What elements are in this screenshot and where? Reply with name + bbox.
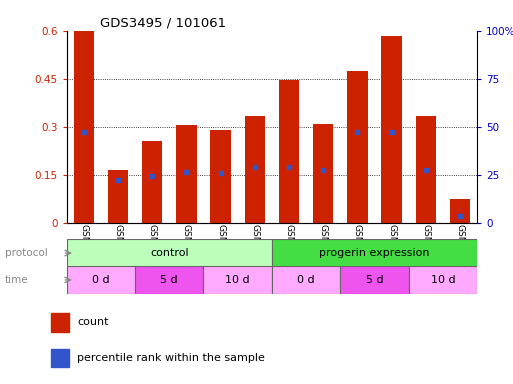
Bar [135,266,204,294]
Text: 0 d: 0 d [92,275,110,285]
Text: GDS3495 / 101061: GDS3495 / 101061 [100,17,226,30]
Bar [272,239,477,267]
Text: 5 d: 5 d [161,275,178,285]
Bar [176,125,196,223]
Bar [67,266,135,294]
Bar [51,313,69,332]
Text: time: time [5,275,29,285]
Bar [245,116,265,223]
Bar [347,71,368,223]
Bar [142,141,163,223]
Bar [450,199,470,223]
Text: percentile rank within the sample: percentile rank within the sample [77,353,265,363]
Text: 10 d: 10 d [225,275,250,285]
Text: control: control [150,248,189,258]
Bar [313,124,333,223]
Bar [210,130,231,223]
Bar [108,170,128,223]
Bar [279,80,299,223]
Bar [67,239,272,267]
Bar [204,266,272,294]
Bar [381,36,402,223]
Bar [340,266,409,294]
Bar [272,266,340,294]
Text: 0 d: 0 d [297,275,315,285]
Bar [51,349,69,367]
Text: protocol: protocol [5,248,48,258]
Text: 10 d: 10 d [430,275,455,285]
Text: count: count [77,317,108,327]
Bar [409,266,477,294]
Bar [73,31,94,223]
Bar [416,116,436,223]
Text: progerin expression: progerin expression [319,248,430,258]
Text: 5 d: 5 d [366,275,383,285]
